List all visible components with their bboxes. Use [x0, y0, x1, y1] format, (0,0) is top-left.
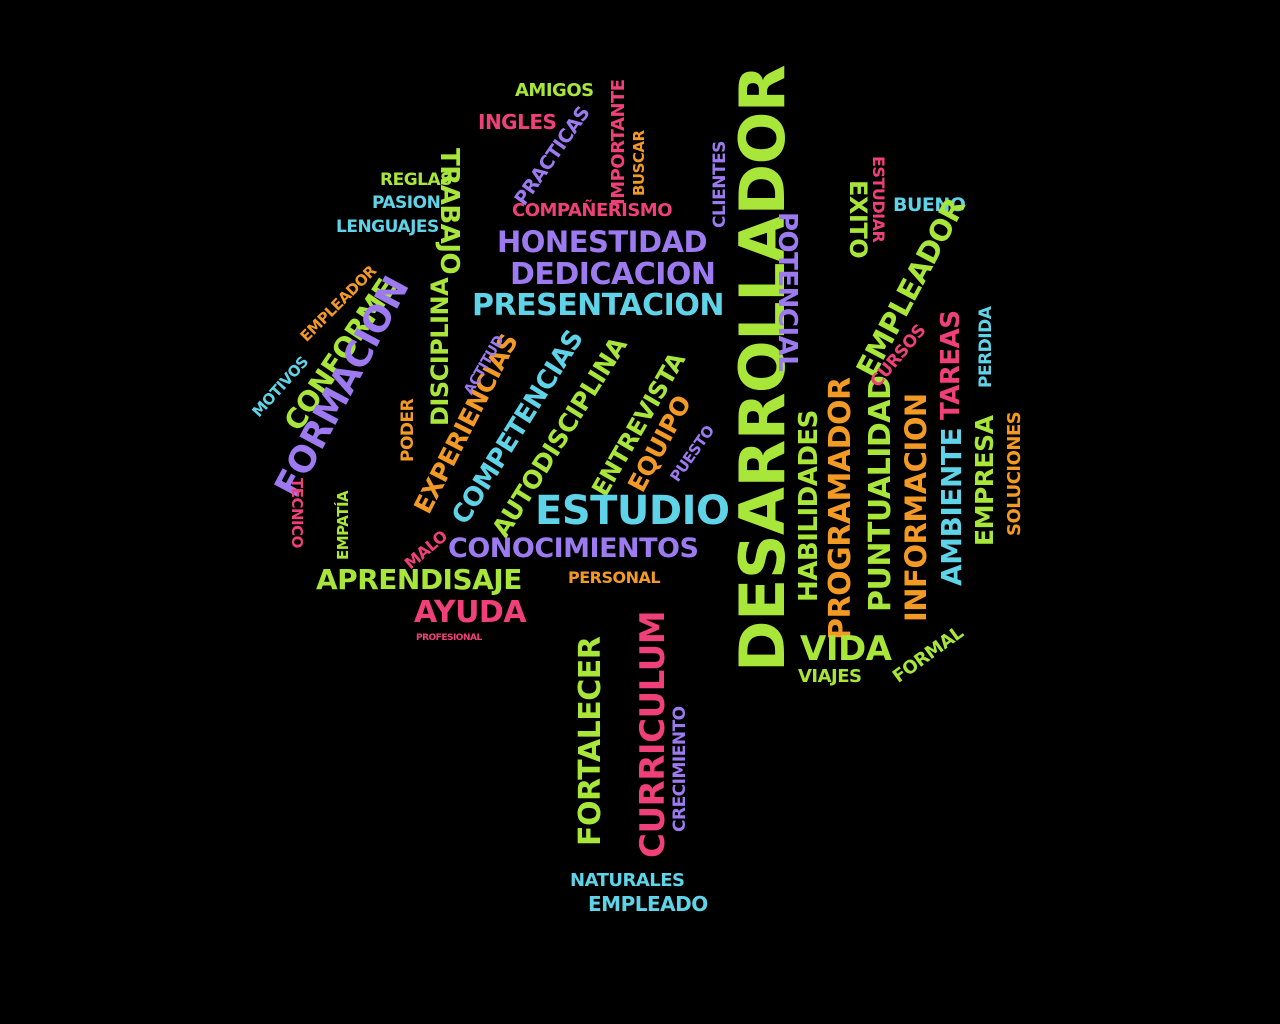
word-tareas: TAREAS — [936, 310, 966, 420]
word-informacion: INFORMACION — [899, 393, 933, 622]
word-ambiente: AMBIENTE — [935, 427, 968, 586]
word-naturales: NATURALES — [570, 870, 685, 891]
word-importante: IMPORTANTE — [608, 79, 629, 205]
word-reglas: REGLAS — [380, 170, 452, 190]
word-disciplina: DISCIPLINA — [426, 277, 454, 426]
word-potencial: POTENCIAL — [772, 212, 802, 372]
word-empatia: EMPATÍA — [334, 490, 352, 560]
word-empresa: EMPRESA — [970, 415, 999, 546]
word-soluciones: SOLUCIONES — [1004, 411, 1025, 536]
word-poder: PODER — [398, 398, 418, 462]
word-perdida: PERDIDA — [976, 306, 996, 388]
word-honestidad: HONESTIDAD — [497, 225, 708, 259]
word-buscar: BUSCAR — [630, 130, 648, 196]
word-formal: FORMAL — [888, 622, 968, 688]
word-personal: PERSONAL — [568, 568, 661, 587]
word-exito: EXITO — [844, 180, 872, 259]
word-trabajo: TRABAJO — [434, 148, 464, 275]
word-dedicacion: DEDICACION — [510, 257, 716, 292]
word-fortalecer: FORTALECER — [573, 636, 608, 846]
word-programador: PROGRAMADOR — [823, 377, 858, 640]
word-estudio: ESTUDIO — [535, 488, 730, 534]
word-puntualidad: PUNTUALIDAD — [863, 375, 898, 612]
word-ingles: INGLES — [478, 110, 557, 134]
word-pasion: PASION — [372, 193, 441, 213]
word-lenguajes: LENGUAJES — [336, 217, 439, 237]
word-viajes: VIAJES — [798, 666, 862, 687]
word-conocimientos: CONOCIMIENTOS — [448, 533, 699, 564]
word-companerismo: COMPAÑERISMO — [512, 200, 673, 221]
word-profesional: PROFESIONAL — [416, 633, 482, 643]
word-aprendisaje: APRENDISAJE — [316, 563, 522, 596]
word-bueno: BUENO — [893, 194, 966, 216]
word-estudiar: ESTUDIAR — [869, 156, 888, 243]
word-vida: VIDA — [800, 629, 892, 669]
word-habilidades: HABILIDADES — [794, 410, 824, 602]
word-empleado: EMPLEADO — [588, 892, 708, 916]
word-amigos: AMIGOS — [515, 80, 594, 101]
word-ayuda: AYUDA — [414, 595, 527, 630]
word-curriculum: CURRICULUM — [633, 610, 673, 858]
word-presentacion: PRESENTACION — [472, 288, 724, 323]
word-tecnico: TECNICO — [288, 478, 306, 548]
word-crecimiento: CRECIMIENTO — [670, 706, 690, 832]
